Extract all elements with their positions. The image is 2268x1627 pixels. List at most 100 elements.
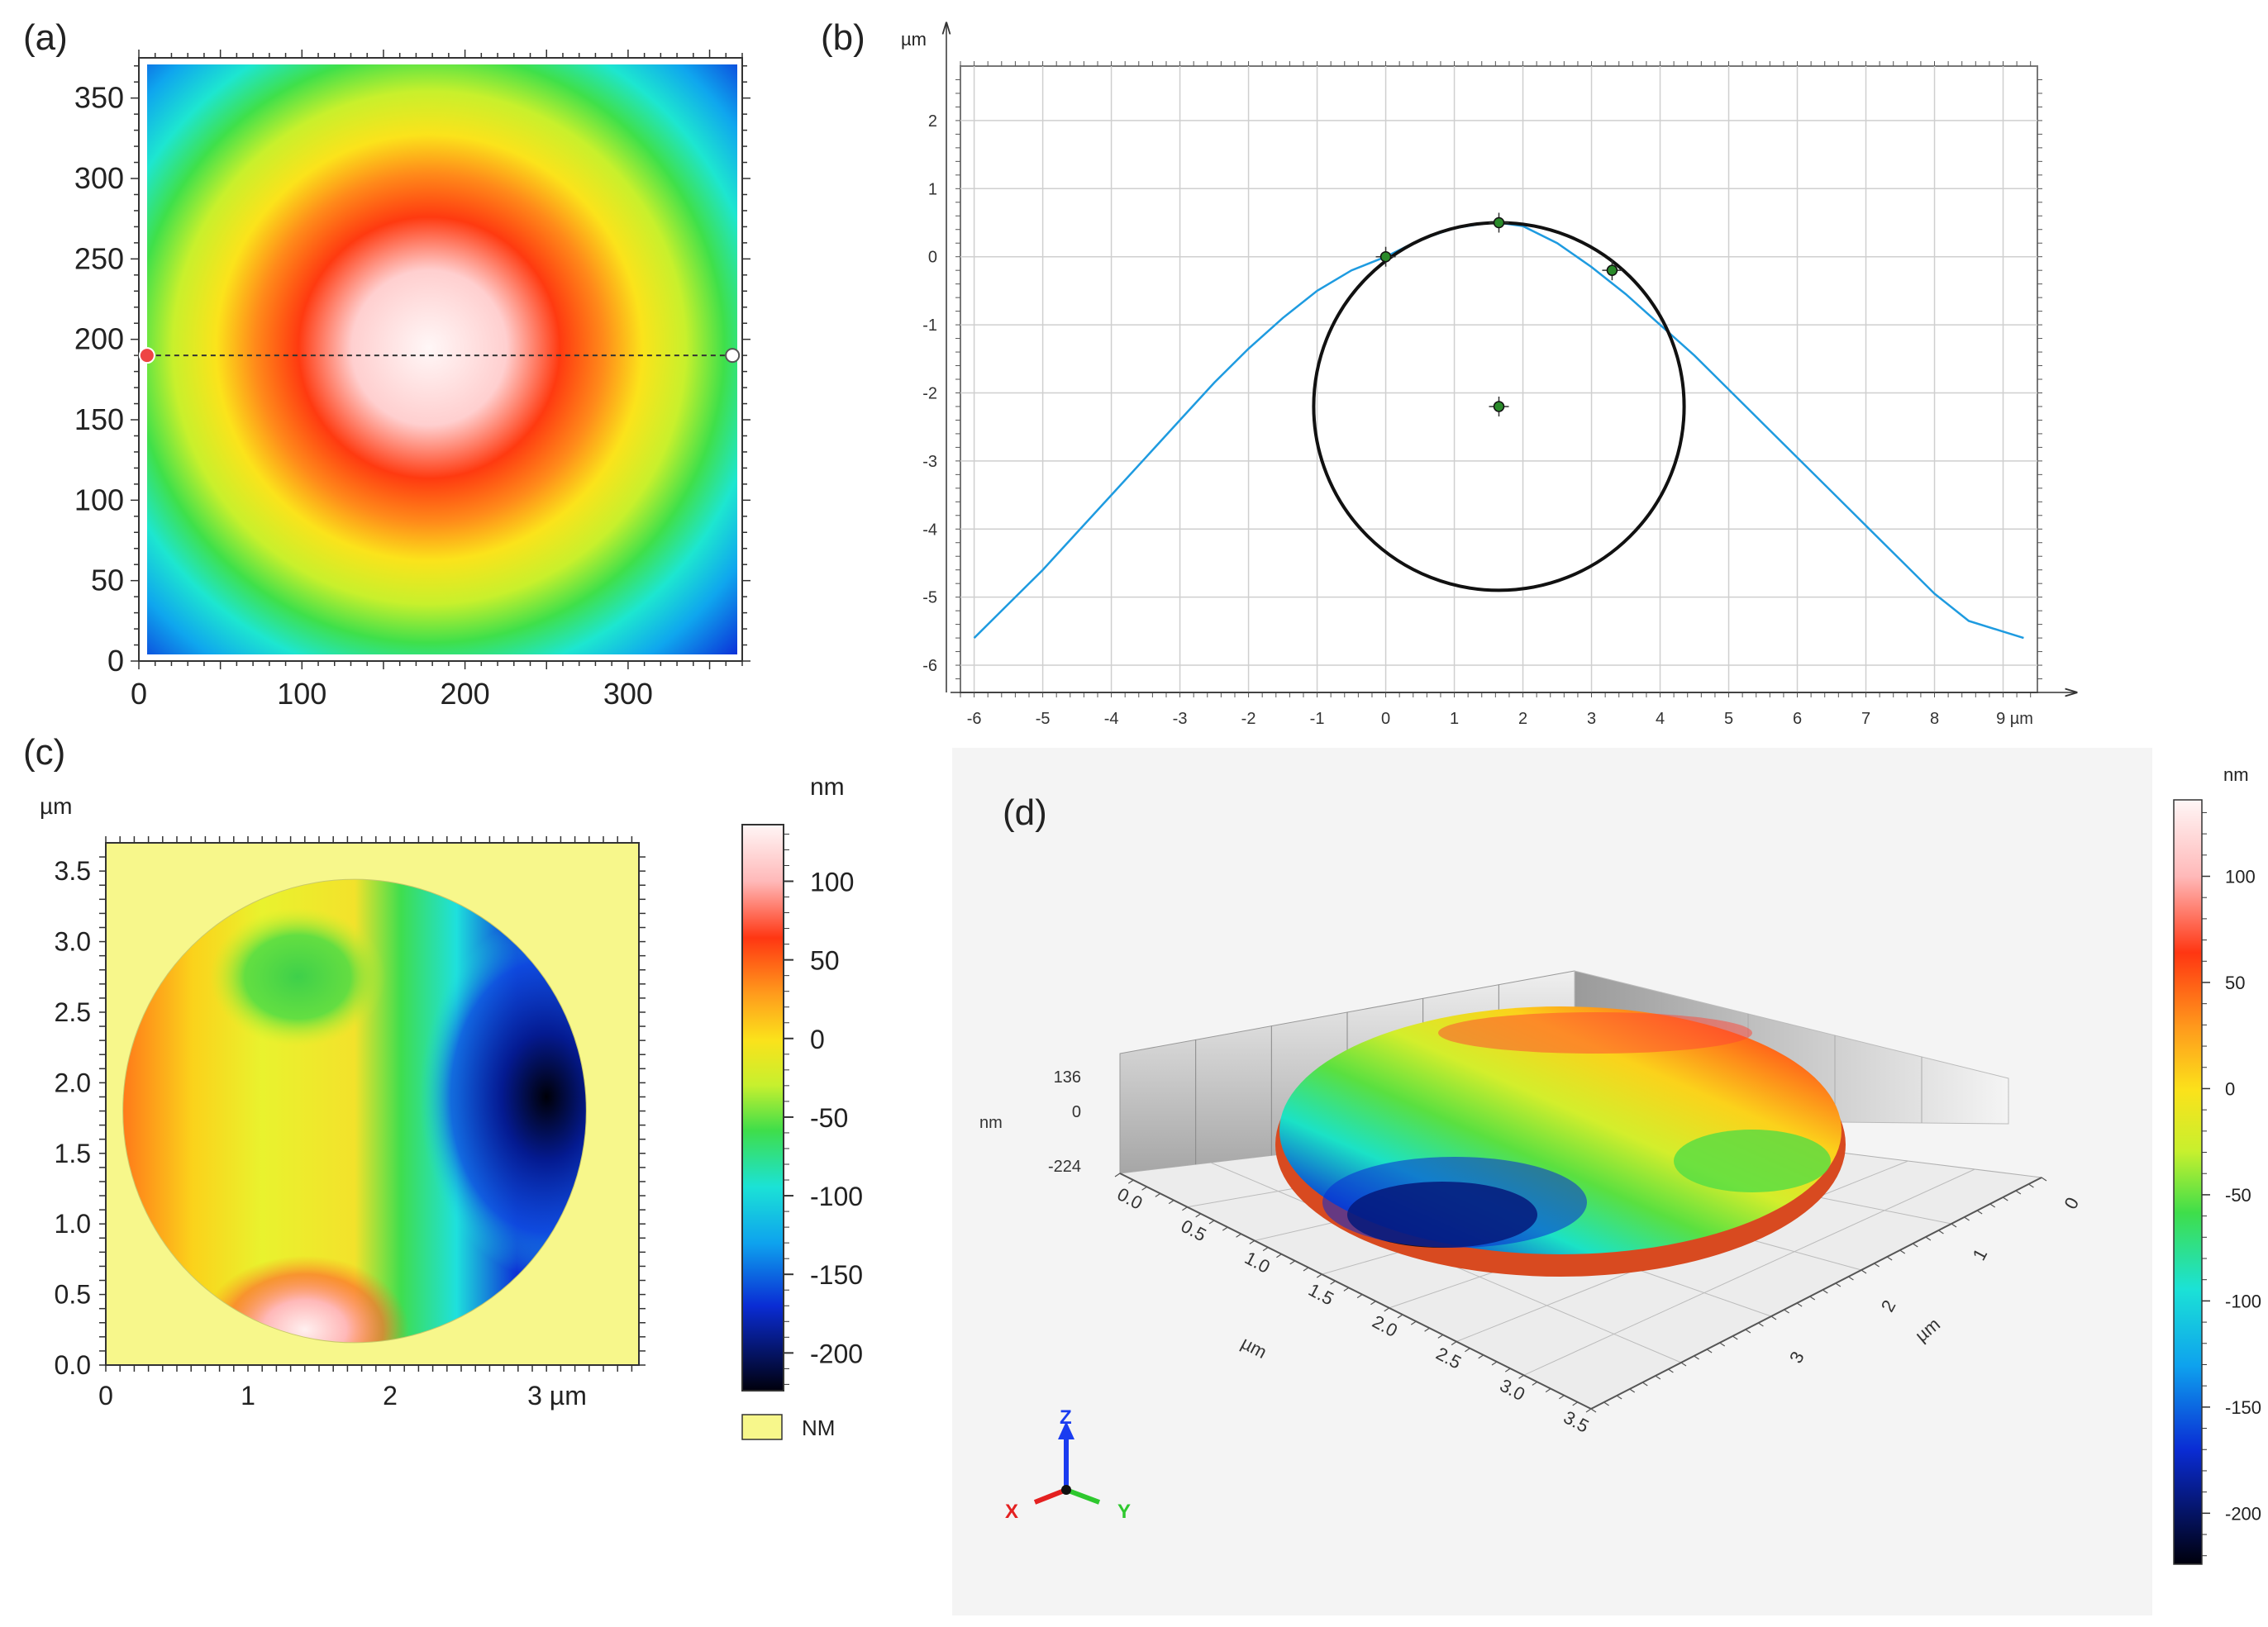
fit-point-marker	[1606, 264, 1618, 276]
y-tick-label-a: 0	[107, 644, 124, 678]
x-tick-d	[1114, 1173, 1121, 1177]
x-tick-label-c: 0	[98, 1381, 113, 1411]
y-tick-d	[1822, 1289, 1828, 1294]
x-tick-d	[1249, 1239, 1256, 1244]
panel-d: (d) 1360-224nm0.00.51.01.52.02.53.03.5µm…	[952, 748, 2261, 1615]
y-tick-d	[2028, 1183, 2034, 1188]
y-tick-label-a: 200	[74, 322, 124, 356]
colorbar-unit-d: nm	[2223, 764, 2249, 785]
triad-x-axis	[1033, 1487, 1068, 1505]
x-tick-d	[1545, 1388, 1551, 1393]
triad-z-label: Z	[1060, 1406, 1072, 1429]
x-tick-label-b: -5	[1036, 710, 1051, 728]
legend-label-nm: NM	[802, 1415, 835, 1440]
colorbar-label-d: 0	[2225, 1078, 2235, 1099]
y-tick-d	[1874, 1263, 1880, 1268]
y-tick-d	[1861, 1269, 1867, 1274]
y-tick-label-b: -5	[922, 589, 937, 607]
surface-3d	[1275, 1006, 1846, 1277]
heatmap-c	[122, 878, 587, 1344]
x-tick-d	[1262, 1247, 1269, 1252]
panel-label-b: (b)	[821, 17, 865, 58]
colorbar-c	[741, 824, 784, 1392]
x-tick-d	[1289, 1260, 1296, 1265]
floor-grid-line	[1523, 1168, 1975, 1376]
disc-outline	[122, 878, 587, 1344]
profile-line-a	[138, 347, 741, 364]
y-tick-label-c: 2.5	[55, 997, 91, 1027]
z-tick-label-d: 0	[1072, 1103, 1081, 1121]
x-tick-d	[1532, 1381, 1538, 1386]
colorbar-unit-c: nm	[810, 773, 845, 801]
z-tick-label-d: -224	[1048, 1158, 1081, 1176]
y-tick-d	[1694, 1355, 1699, 1360]
y-tick-d	[1835, 1282, 1842, 1287]
y-tick-d	[1784, 1309, 1789, 1314]
x-tick-label-a: 100	[277, 677, 326, 711]
y-tick-d	[1603, 1401, 1609, 1406]
legend-swatch-nm	[741, 1414, 783, 1440]
x-tick-d	[1410, 1320, 1417, 1325]
y-tick-label-c: 2.0	[55, 1068, 91, 1097]
y-tick-d	[1680, 1362, 1687, 1367]
y-tick-d	[1770, 1315, 1777, 1320]
y-tick-d	[2015, 1190, 2022, 1195]
y-tick-d	[1951, 1223, 1957, 1228]
y-unit-c: µm	[40, 793, 72, 819]
panel-b: (b) µm -6 -5 -4 -3 -2 -1 0 1 2 3 4 5 6 7 8 9 µm 2 1 0 -1 -2 -3…	[821, 17, 2076, 728]
triad-y-axis	[1065, 1487, 1101, 1505]
x-tick-d	[1451, 1341, 1457, 1346]
heatmap-disc	[122, 879, 587, 1343]
grid-b	[960, 65, 2038, 693]
fit-point-marker	[1493, 401, 1505, 412]
panel-c: (c) 0 1 2 3 µm 0.0 0.5 1.0 1.5 2.0 2.5 3.0 3.5 µm 10…	[23, 732, 863, 1440]
colorbar-label-c: 100	[810, 868, 854, 897]
x-tick-d	[1343, 1287, 1350, 1292]
y-tick-label-c: 3.5	[55, 856, 91, 886]
x-tick-d	[1127, 1179, 1134, 1184]
x-tick-d	[1141, 1186, 1147, 1191]
x-tick-label-a: 0	[131, 677, 147, 711]
y-tick-d	[1745, 1329, 1751, 1334]
x-tick-label-c-last: 3 µm	[527, 1381, 587, 1411]
disc-blob	[419, 916, 587, 1278]
y-tick-d	[1706, 1349, 1713, 1353]
y-unit-b: µm	[901, 29, 927, 50]
x-tick-d	[1236, 1233, 1241, 1238]
y-tick-d	[1616, 1395, 1622, 1400]
y-tick-d	[1886, 1256, 1893, 1261]
x-tick-label-b: 4	[1656, 710, 1665, 728]
plot-area-b	[973, 212, 2024, 640]
y-tick-d	[1641, 1382, 1648, 1387]
y-tick-d	[1925, 1236, 1932, 1241]
y-tick-label-c: 0.5	[55, 1280, 91, 1310]
y-tick-label-b: -2	[922, 384, 937, 402]
x-tick-d	[1168, 1200, 1174, 1205]
y-tick-d	[2041, 1177, 2047, 1182]
y-tick-d	[1912, 1243, 1918, 1248]
y-tick-d	[1938, 1230, 1944, 1235]
fit-point-marker	[1493, 216, 1505, 229]
y-tick-d	[1719, 1342, 1726, 1347]
colorbar-label-c: -100	[810, 1182, 863, 1211]
surface-blue-region	[1322, 1157, 1587, 1248]
colorbar-label-c: 0	[810, 1025, 825, 1054]
x-tick-d	[1195, 1213, 1202, 1218]
x-tick-label-b: 1	[1450, 710, 1459, 728]
panel-label-c: (c)	[23, 732, 65, 773]
panel-a: (a) 0 100 200 300 0 50 100 150 200 250 300 350	[23, 17, 750, 711]
y-axis-d	[1590, 1177, 2042, 1410]
y-tick-d	[1655, 1375, 1661, 1380]
x-tick-d	[1397, 1314, 1403, 1319]
panel-label-a: (a)	[23, 17, 68, 58]
surface-green-region	[1674, 1130, 1831, 1192]
y-tick-label-b: -1	[922, 316, 937, 335]
colorbar-ticks-d: 100 50 0 -50 -100 -150 -200	[2202, 811, 2261, 1557]
surface-red-rim	[1438, 1012, 1752, 1054]
heatmap-a	[147, 64, 737, 654]
x-tick-d	[1437, 1334, 1444, 1339]
y-tick-label-b: 0	[928, 249, 937, 267]
fit-point-marker	[1379, 250, 1392, 263]
colorbar-label-d: -50	[2225, 1185, 2251, 1206]
x-tick-d	[1572, 1401, 1579, 1406]
